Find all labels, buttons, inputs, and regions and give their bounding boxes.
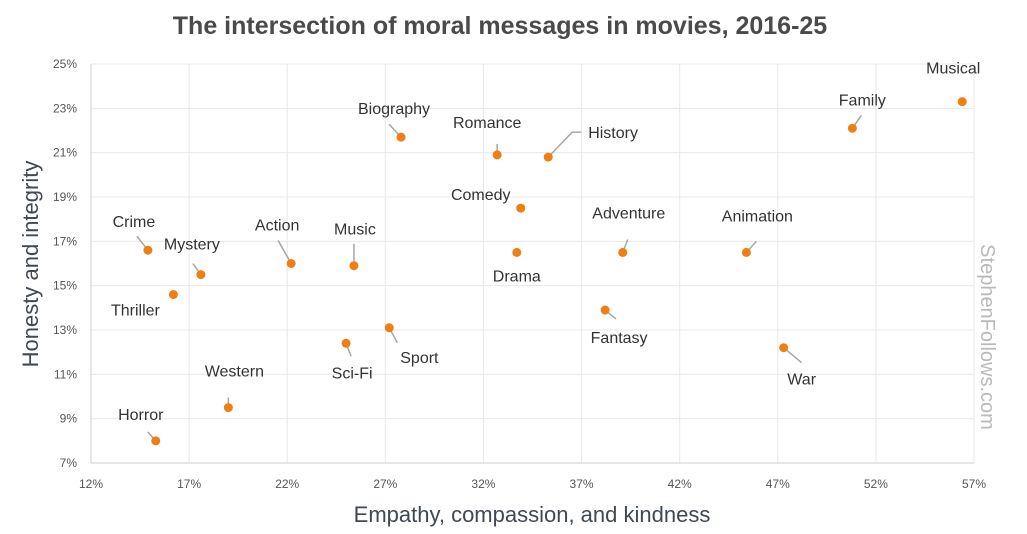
x-tick-label: 17% [177,477,201,491]
x-tick-label: 52% [864,477,888,491]
point-label-war: War [787,372,816,389]
data-point-war [779,343,789,353]
point-label-biography: Biography [358,101,430,118]
y-tick-label: 11% [54,367,77,381]
point-label-horror: Horror [118,407,164,424]
data-point-music [349,261,359,271]
data-points [143,97,967,446]
x-tick-label: 12% [79,477,103,491]
data-point-mystery [196,270,206,280]
data-point-drama [512,247,522,257]
data-point-sci-fi [341,338,351,348]
x-tick-label: 57% [962,477,986,491]
x-tick-label: 37% [570,477,594,491]
point-label-mystery: Mystery [164,237,220,254]
point-label-adventure: Adventure [592,205,665,222]
y-tick-label: 17% [53,234,77,248]
point-label-sport: Sport [400,350,439,367]
data-point-fantasy [600,305,610,315]
x-tick-label: 32% [471,477,495,491]
data-point-romance [492,150,502,160]
point-label-history: History [588,125,638,142]
grid [91,63,975,463]
label-leader-line [547,131,582,158]
y-tick-label: 15% [53,279,77,293]
axes [90,64,974,464]
data-point-action [286,259,296,268]
data-point-animation [741,247,751,257]
y-tick-label: 13% [53,323,77,337]
point-label-action: Action [255,218,299,235]
chart-title: The intersection of moral messages in mo… [173,12,828,40]
y-tick-label: 9% [60,412,78,426]
point-label-drama: Drama [493,268,541,285]
data-point-thriller [168,290,178,300]
data-point-sport [384,323,394,333]
y-axis-label: Honesty and integrity [18,161,43,368]
point-label-romance: Romance [453,115,522,132]
x-tick-label: 42% [668,477,692,491]
x-tick-label: 27% [373,477,397,491]
data-point-musical [957,97,967,107]
point-label-fantasy: Fantasy [591,330,648,347]
point-label-crime: Crime [113,214,156,231]
data-point-horror [151,436,161,446]
data-point-biography [396,132,406,142]
data-point-family [847,123,857,133]
y-tick-label: 23% [53,101,77,115]
tick-labels: 7% 9% 11% 13% 15% 17% 19% 21% 23% 25% 12% 17% 22% 27%… [53,57,986,491]
y-tick-label: 25% [53,57,77,71]
point-label-thriller: Thriller [111,303,161,320]
point-label-family: Family [839,92,886,109]
x-tick-label: 22% [275,477,299,491]
watermark: StephenFollows.com [976,244,998,430]
point-labels: Musical Family Biography Romance History Come… [111,61,980,424]
point-label-music: Music [334,222,376,239]
data-point-crime [143,245,153,255]
data-point-history [543,152,553,162]
y-tick-label: 7% [60,456,78,470]
point-label-sci-fi: Sci-Fi [332,365,373,382]
data-point-comedy [516,203,526,213]
point-label-western: Western [205,364,264,381]
point-label-comedy: Comedy [451,187,511,204]
point-label-musical: Musical [926,61,980,78]
data-point-western [223,403,233,413]
x-tick-label: 47% [766,477,790,491]
x-axis-label: Empathy, compassion, and kindness [354,502,711,527]
y-tick-label: 19% [53,190,77,204]
y-tick-label: 21% [53,146,77,160]
data-point-adventure [618,247,628,257]
point-label-animation: Animation [722,208,793,225]
